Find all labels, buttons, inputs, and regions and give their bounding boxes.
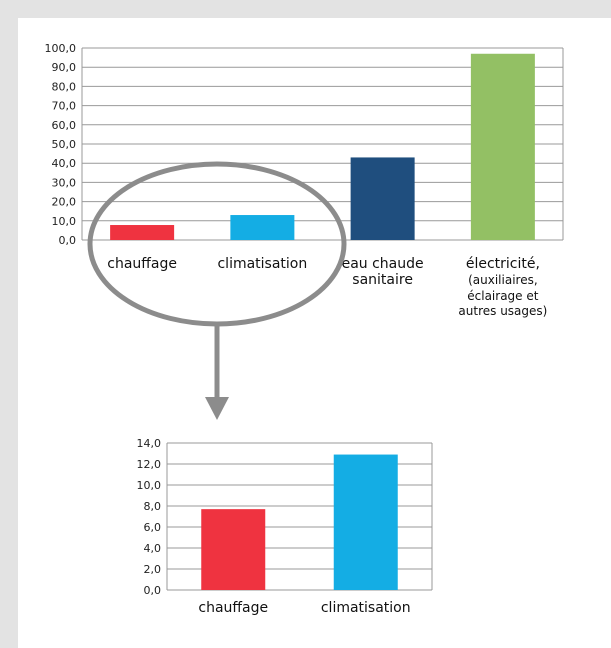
y-tick-label: 10,0 [137,479,162,492]
bar-chauffage [201,509,266,590]
y-tick-label: 6,0 [144,521,162,534]
category-label: eau chaude [342,256,424,272]
bar-eau [350,157,415,240]
category-label: (auxiliaires, [468,273,538,287]
y-tick-label: 14,0 [137,437,162,450]
y-tick-label: 50,0 [52,138,77,151]
category-label: climatisation [217,256,307,272]
zoom-chart: 0,0 2,0 4,0 6,0 8,0 10,0 12,0 14,0 chauffage clim… [137,437,433,616]
y-tick-label: 10,0 [52,215,77,228]
y-tick-label: 60,0 [52,119,77,132]
y-tick-label: 80,0 [52,80,77,93]
category-label: climatisation [321,600,411,616]
bar-climatisation [230,215,295,240]
category-label: chauffage [198,600,268,616]
category-label: sanitaire [352,272,413,288]
y-tick-label: 4,0 [144,542,162,555]
y-tick-label: 0,0 [59,234,77,247]
y-tick-label: 100,0 [45,42,77,55]
highlight-ellipse [87,161,347,327]
y-tick-label: 30,0 [52,176,77,189]
category-label: chauffage [107,256,177,272]
category-label: autres usages) [458,304,547,318]
y-tick-label: 0,0 [144,584,162,597]
bar-chauffage [110,225,175,240]
bar-climatisation [333,454,398,590]
y-tick-label: 8,0 [144,500,162,513]
category-label: électricité, [466,256,540,272]
bar-electricite [470,53,535,241]
y-tick-label: 40,0 [52,157,77,170]
y-tick-label: 90,0 [52,61,77,74]
main-chart: 0,0 10,0 20,0 30,0 40,0 50,0 60,0 70,0 80,0 90,0 1… [45,42,564,318]
y-tick-label: 2,0 [144,563,162,576]
zoom-arrow-head [205,397,229,420]
category-label: éclairage et [467,289,538,303]
y-tick-label: 20,0 [52,196,77,209]
y-tick-label: 70,0 [52,100,77,113]
y-tick-label: 12,0 [137,458,162,471]
